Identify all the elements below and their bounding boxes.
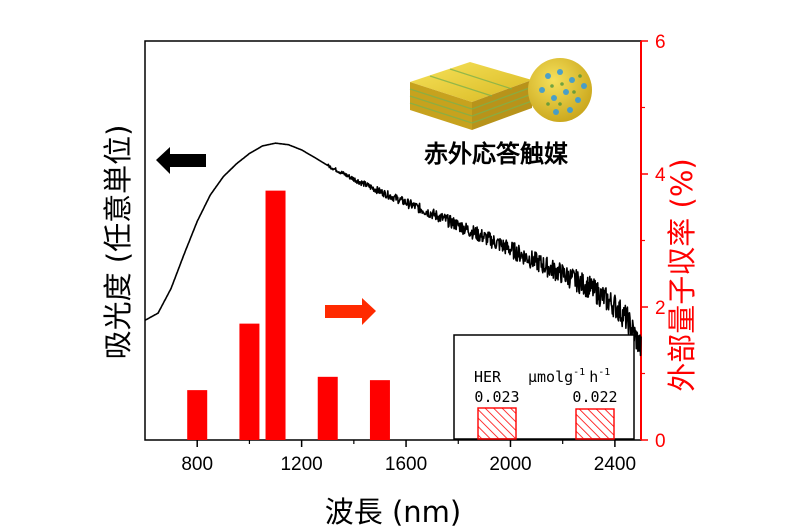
inset-unit-base: μmolg [528, 368, 573, 386]
eqe-bars [187, 190, 390, 440]
right-axis-title: 外部量子収率 (%) [665, 158, 699, 391]
left-axis-title: 吸光度 (任意単位) [101, 125, 135, 360]
x-axis-ticks: 800 1200 1600 2000 2400 [181, 440, 636, 475]
x-tick-label: 2400 [594, 454, 636, 475]
right-axis-ticks: 0 2 4 6 [641, 32, 666, 452]
catalyst-label: 赤外応答触媒 [424, 140, 569, 168]
inset-value-1: 0.023 [474, 388, 519, 406]
inset-bar-1 [477, 407, 517, 440]
inset-title: HER [474, 368, 502, 386]
x-tick-label: 2000 [489, 454, 531, 475]
eqe-bar [369, 380, 390, 440]
x-tick-label: 800 [181, 454, 213, 475]
inset-value-2: 0.022 [572, 388, 617, 406]
right-tick-label: 4 [655, 165, 666, 186]
absorbance-line [144, 142, 642, 357]
x-tick-label: 1200 [280, 454, 322, 475]
right-arrow-icon [325, 298, 376, 325]
eqe-bar [265, 190, 286, 440]
x-axis-title: 波長 (nm) [325, 495, 461, 529]
inset-bar-2 [575, 408, 615, 440]
eqe-bar [317, 376, 338, 440]
right-tick-label: 6 [655, 32, 666, 53]
eqe-bar [239, 323, 260, 440]
inset-unit-exp2: -1 [598, 367, 610, 378]
inset-unit-exp1: -1 [573, 367, 585, 378]
inset-unit: μmolg-1 h-1 [528, 367, 610, 386]
left-arrow-icon [156, 147, 206, 174]
right-tick-label: 0 [655, 431, 666, 452]
eqe-bar [187, 390, 208, 440]
right-tick-label: 2 [655, 298, 666, 319]
x-tick-label: 1600 [385, 454, 427, 475]
inset-unit-h: h [589, 368, 598, 386]
catalyst-illustration [409, 58, 592, 130]
